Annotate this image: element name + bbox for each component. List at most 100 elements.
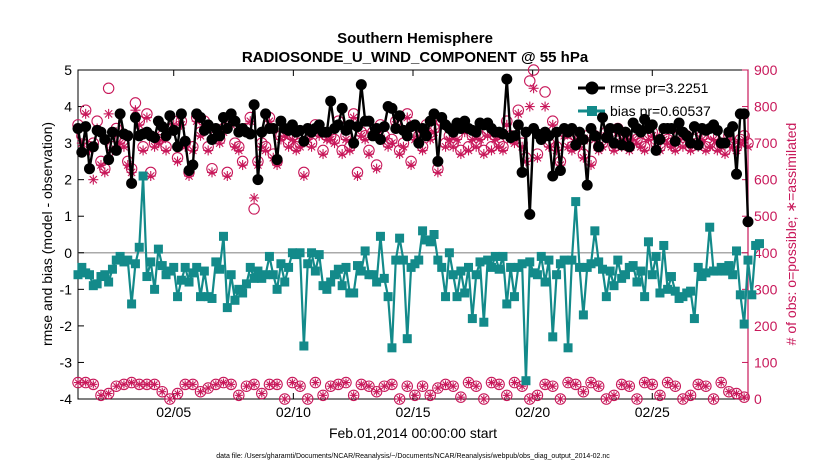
rmse-point (547, 170, 559, 182)
bias-point (670, 286, 680, 296)
rmse-point (229, 115, 241, 127)
assimilated-obs-low-point (663, 378, 672, 387)
rmse-point (129, 112, 141, 124)
bias-point (613, 255, 623, 265)
bias-point (494, 264, 504, 274)
rmse-point (432, 155, 444, 167)
rmse-point (623, 141, 635, 153)
bias-point (559, 255, 569, 265)
bias-point (134, 242, 144, 252)
rmse-point (731, 168, 743, 180)
assimilated-obs-point (318, 149, 329, 160)
bias-point (509, 292, 519, 302)
bias-point (157, 261, 167, 271)
assimilated-obs-point (306, 141, 317, 152)
assimilated-obs-low-point (732, 389, 741, 398)
y-left-tick-label: 3 (64, 135, 72, 151)
assimilated-obs-low-point (104, 389, 113, 398)
bias-point (84, 270, 94, 280)
assimilated-obs-low-point (410, 391, 419, 400)
possible-obs-low-point (684, 389, 697, 402)
y-right-tick-label: 600 (754, 172, 778, 188)
possible-obs-low-point (363, 380, 375, 392)
bias-point (218, 231, 228, 241)
possible-obs-low-point (493, 378, 505, 391)
x-tick-label: 02/25 (635, 404, 670, 420)
assimilated-obs-point (471, 141, 482, 152)
rmse-point (164, 110, 176, 122)
rmse-point (172, 141, 184, 153)
bias-point (77, 262, 87, 272)
bias-point (349, 288, 359, 298)
assimilated-obs-point (329, 138, 340, 149)
bias-point (230, 295, 240, 305)
rmse-point (110, 144, 122, 156)
bias-point (486, 262, 496, 272)
assimilated-obs-low-point (196, 387, 205, 396)
assimilated-obs-low-point (655, 391, 664, 400)
assimilated-obs-low-point (740, 393, 749, 402)
bias-point (341, 262, 351, 272)
bias-point (211, 257, 221, 267)
possible-obs-low-point (271, 378, 283, 391)
possible-obs-low-point (202, 382, 214, 394)
assimilated-obs-point (161, 145, 172, 156)
assimilated-obs-low-point (678, 395, 687, 403)
legend-bias-marker (587, 106, 597, 116)
assimilated-obs-low-point (472, 382, 481, 391)
assimilated-obs-point (298, 171, 309, 182)
possible-obs-low-point (707, 393, 720, 405)
assimilated-obs-low-point (686, 391, 695, 400)
y-right-tick-label: 300 (754, 281, 778, 297)
bias-point (743, 255, 753, 265)
bias-point (640, 292, 650, 302)
bias-point (452, 292, 462, 302)
bias-point (372, 277, 382, 287)
assimilated-obs-point (578, 152, 589, 163)
assimilated-obs-point (103, 108, 114, 119)
rmse-point (604, 122, 616, 134)
rmse-point (260, 108, 272, 120)
assimilated-obs-low-point (533, 391, 542, 400)
possible-obs-low-point (233, 389, 245, 402)
rmse-point (83, 163, 95, 175)
bias-point (368, 270, 378, 280)
bias-point (686, 286, 696, 296)
possible-obs-low-point (600, 393, 613, 405)
bias-point (375, 231, 385, 241)
assimilated-obs-low-point (364, 382, 373, 391)
possible-obs-low-point (164, 393, 176, 405)
bias-point (150, 284, 160, 294)
assimilated-obs-low-point (456, 393, 465, 402)
possible-obs-low-point (554, 393, 567, 405)
rmse-point (639, 113, 651, 125)
bias-point (360, 246, 370, 256)
y-left-tick-label: 2 (64, 172, 72, 188)
bias-point (326, 277, 336, 287)
y-right-tick-label: 800 (754, 99, 778, 115)
bias-point (647, 270, 657, 280)
possible-obs-low-point (424, 389, 436, 402)
rmse-point (244, 128, 256, 140)
assimilated-obs-point (203, 145, 214, 156)
bias-point (471, 270, 481, 280)
rmse-point (122, 130, 134, 142)
rmse-point (501, 73, 513, 85)
rmse-point (160, 130, 172, 142)
assimilated-obs-point (551, 145, 562, 156)
assimilated-obs-point (233, 145, 244, 156)
possible-obs-point (539, 86, 551, 98)
rmse-point (195, 112, 207, 124)
possible-obs-low-point (669, 380, 682, 392)
bias-point (490, 251, 500, 261)
possible-obs-low-point (148, 378, 161, 391)
rmse-point (577, 133, 589, 145)
assimilated-obs-point (670, 145, 681, 156)
bias-point (238, 288, 248, 298)
possible-obs-low-point (462, 376, 475, 389)
assimilated-obs-low-point (625, 382, 634, 391)
rmse-point (524, 208, 536, 220)
possible-obs-low-point (646, 378, 659, 391)
bias-point (402, 334, 412, 344)
